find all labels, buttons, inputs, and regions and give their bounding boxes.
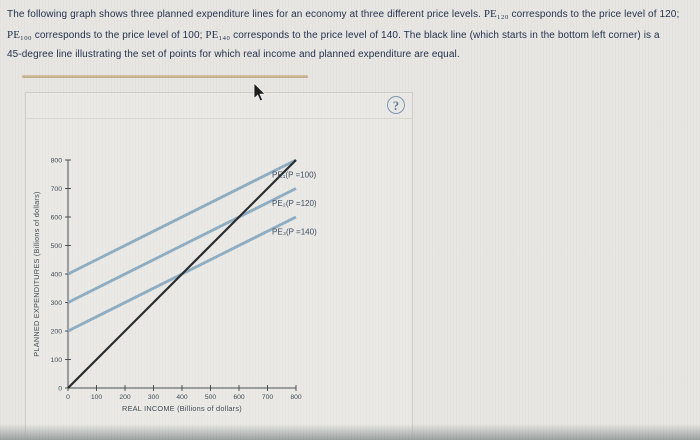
text-segment: corresponds to the price level of 120; [508,9,680,20]
graph-panel: ? [25,92,413,440]
mouse-cursor-icon [253,83,266,102]
math-term: PE₁₄₀ [205,28,231,41]
problem-text-line: 45-degree line illustrating the set of p… [7,45,697,66]
panel-header: ? [26,93,412,119]
math-term: PE₁₀₀ [7,28,32,41]
problem-text-line: The following graph shows three planned … [7,4,697,25]
help-button[interactable]: ? [387,96,405,114]
problem-text-line: PE₁₀₀ corresponds to the price level of … [7,25,697,46]
divider-line [22,75,308,78]
text-segment: corresponds to the price level of 100; [31,29,206,41]
problem-text: The following graph shows three planned … [7,4,697,66]
math-term: PE₁₂₀ [483,8,509,20]
text-segment: 45-degree line illustrating the set of p… [7,49,460,60]
text-segment: The following graph shows three planned … [7,9,484,20]
text-segment: corresponds to the price level of 140. T… [230,29,660,41]
